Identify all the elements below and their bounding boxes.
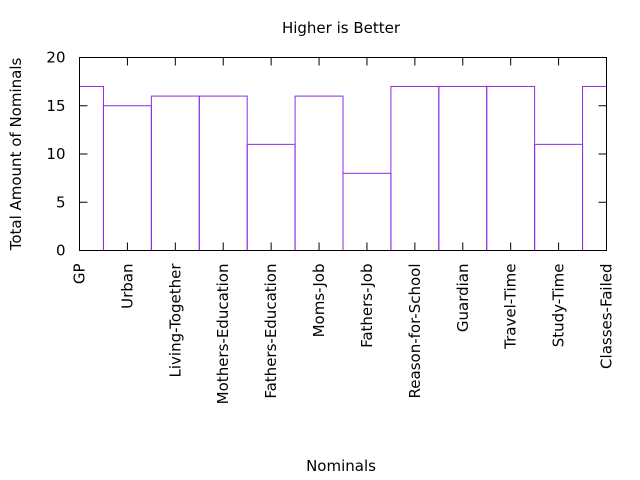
x-axis-ticks: GP Urban Living-Together Mothers-Education F… — [71, 57, 616, 405]
x-tick-label-guardian: Guardian — [454, 264, 472, 333]
x-tick-label-gp: GP — [71, 264, 89, 285]
y-tick-label: 15 — [46, 97, 65, 115]
bar-living-together — [150, 95, 200, 251]
y-tick-label: 10 — [46, 145, 65, 163]
x-tick-label-urban: Urban — [118, 264, 136, 309]
bar-mothers-education — [198, 95, 248, 251]
bar-study-time — [534, 143, 584, 252]
x-tick-label-classes-failed: Classes-Failed — [598, 264, 616, 369]
plot-frame — [79, 57, 607, 251]
bar-moms-job — [294, 95, 344, 251]
bar-fathers-education — [246, 143, 296, 252]
x-tick-label-travel-time: Travel-Time — [502, 264, 520, 350]
bar-urban — [102, 105, 152, 251]
x-tick-label-fathers-job: Fathers-Job — [358, 264, 376, 348]
bar-classes-failed — [582, 85, 608, 251]
y-axis-ticks: 0 5 10 15 20 — [46, 49, 607, 260]
x-tick-label-moms-job: Moms-Job — [310, 264, 328, 338]
y-axis-label: Total Amount of Nominals — [7, 58, 25, 252]
y-tick-label: 0 — [56, 242, 66, 260]
x-tick-label-reason-for-school: Reason-for-School — [406, 264, 424, 399]
bar-reason-for-school — [390, 85, 440, 251]
x-tick-label-living-together: Living-Together — [166, 263, 184, 378]
x-tick-label-study-time: Study-Time — [550, 264, 568, 348]
bar-guardian — [438, 85, 488, 251]
x-tick-label-mothers-education: Mothers-Education — [214, 264, 232, 405]
y-tick-label: 20 — [46, 49, 65, 67]
y-tick-label: 5 — [56, 193, 66, 211]
bar-travel-time — [486, 85, 536, 251]
x-tick-label-fathers-education: Fathers-Education — [262, 264, 280, 399]
bars — [79, 85, 608, 252]
bar-fathers-job — [342, 172, 392, 251]
x-axis-label: Nominals — [306, 457, 376, 475]
bar-gp — [79, 85, 104, 251]
chart-title: Higher is Better — [282, 19, 401, 37]
